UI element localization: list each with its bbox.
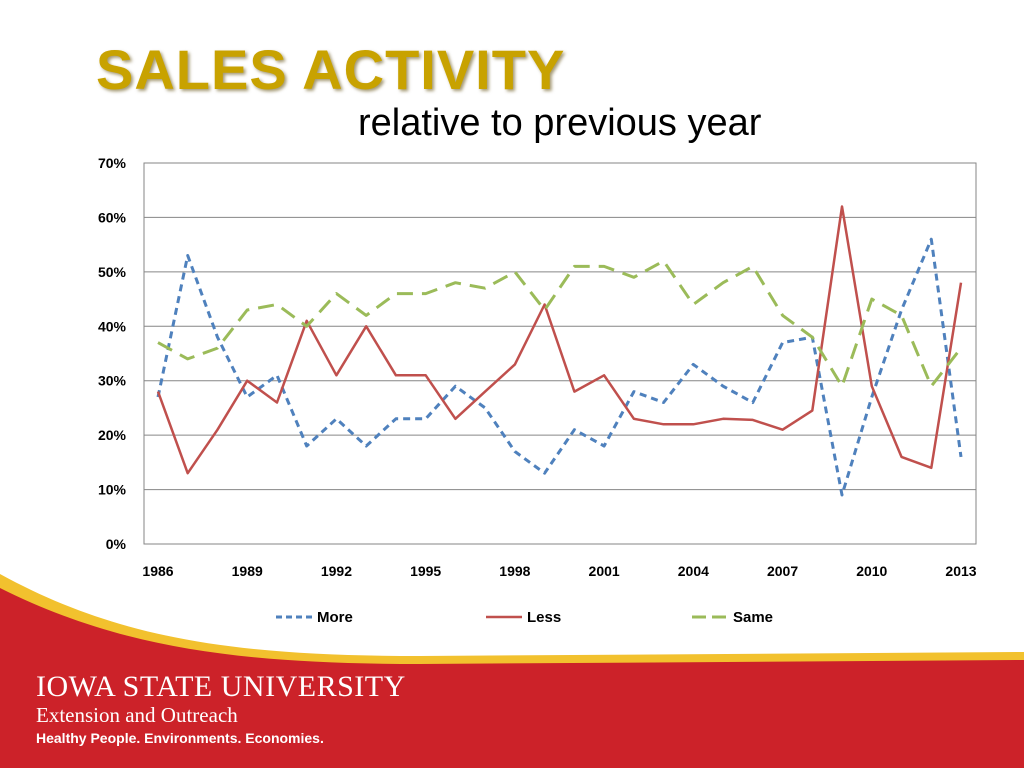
x-tick-label: 1989: [232, 563, 263, 579]
y-tick-label: 40%: [98, 318, 127, 334]
legend-label-same: Same: [733, 609, 773, 626]
tagline-text: Healthy People. Environments. Economies.: [36, 730, 324, 746]
gridlines: [144, 216, 976, 491]
legend-label-less: Less: [527, 609, 561, 626]
x-tick-label: 2007: [767, 563, 798, 579]
legend-label-more: More: [317, 609, 353, 626]
x-tick-label: 2001: [589, 563, 620, 579]
x-tick-label: 1992: [321, 563, 352, 579]
y-axis-ticks: 0% 10% 20% 30% 40% 50% 60% 70%: [98, 155, 127, 552]
series-line-same: [157, 259, 963, 388]
slide-title: SALES ACTIVITY: [96, 38, 566, 101]
y-tick-label: 70%: [98, 155, 127, 171]
y-tick-label: 10%: [98, 482, 127, 498]
slide-subtitle: relative to previous year: [358, 102, 762, 144]
extension-text: Extension and Outreach: [36, 703, 238, 727]
y-tick-label: 60%: [98, 209, 127, 225]
y-tick-label: 0%: [106, 536, 127, 552]
series-line-more: [156, 237, 963, 497]
university-logo-text: IOWA STATE UNIVERSITY: [36, 670, 406, 703]
x-tick-label: 1995: [410, 563, 441, 579]
y-tick-label: 50%: [98, 264, 127, 280]
plot-area: [143, 162, 977, 545]
x-tick-label: 2013: [945, 563, 976, 579]
x-axis-ticks: 1986 1989 1992 1995 1998 2001 2004 2007 2010 2013: [142, 563, 976, 579]
series-line-less: [156, 205, 963, 475]
y-tick-label: 20%: [98, 427, 127, 443]
chart-series: [156, 205, 963, 497]
x-tick-label: 1986: [142, 563, 173, 579]
x-tick-label: 2004: [678, 563, 709, 579]
y-tick-label: 30%: [98, 373, 127, 389]
x-tick-label: 2010: [856, 563, 887, 579]
footer-red-band: [0, 588, 1024, 768]
x-tick-label: 1998: [499, 563, 530, 579]
chart-legend: More Less Same: [276, 609, 773, 626]
